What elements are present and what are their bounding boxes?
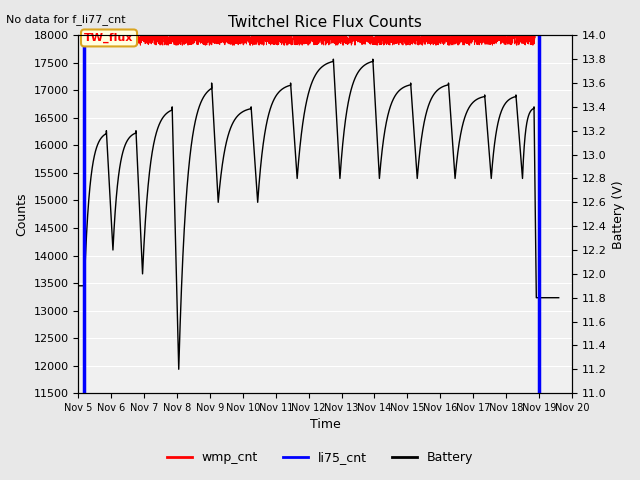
Title: Twitchel Rice Flux Counts: Twitchel Rice Flux Counts	[228, 15, 422, 30]
X-axis label: Time: Time	[310, 419, 340, 432]
Text: TW_flux: TW_flux	[84, 33, 134, 43]
Y-axis label: Counts: Counts	[15, 192, 28, 236]
Text: No data for f_li77_cnt: No data for f_li77_cnt	[6, 13, 126, 24]
Y-axis label: Battery (V): Battery (V)	[612, 180, 625, 249]
Legend: wmp_cnt, li75_cnt, Battery: wmp_cnt, li75_cnt, Battery	[162, 446, 478, 469]
